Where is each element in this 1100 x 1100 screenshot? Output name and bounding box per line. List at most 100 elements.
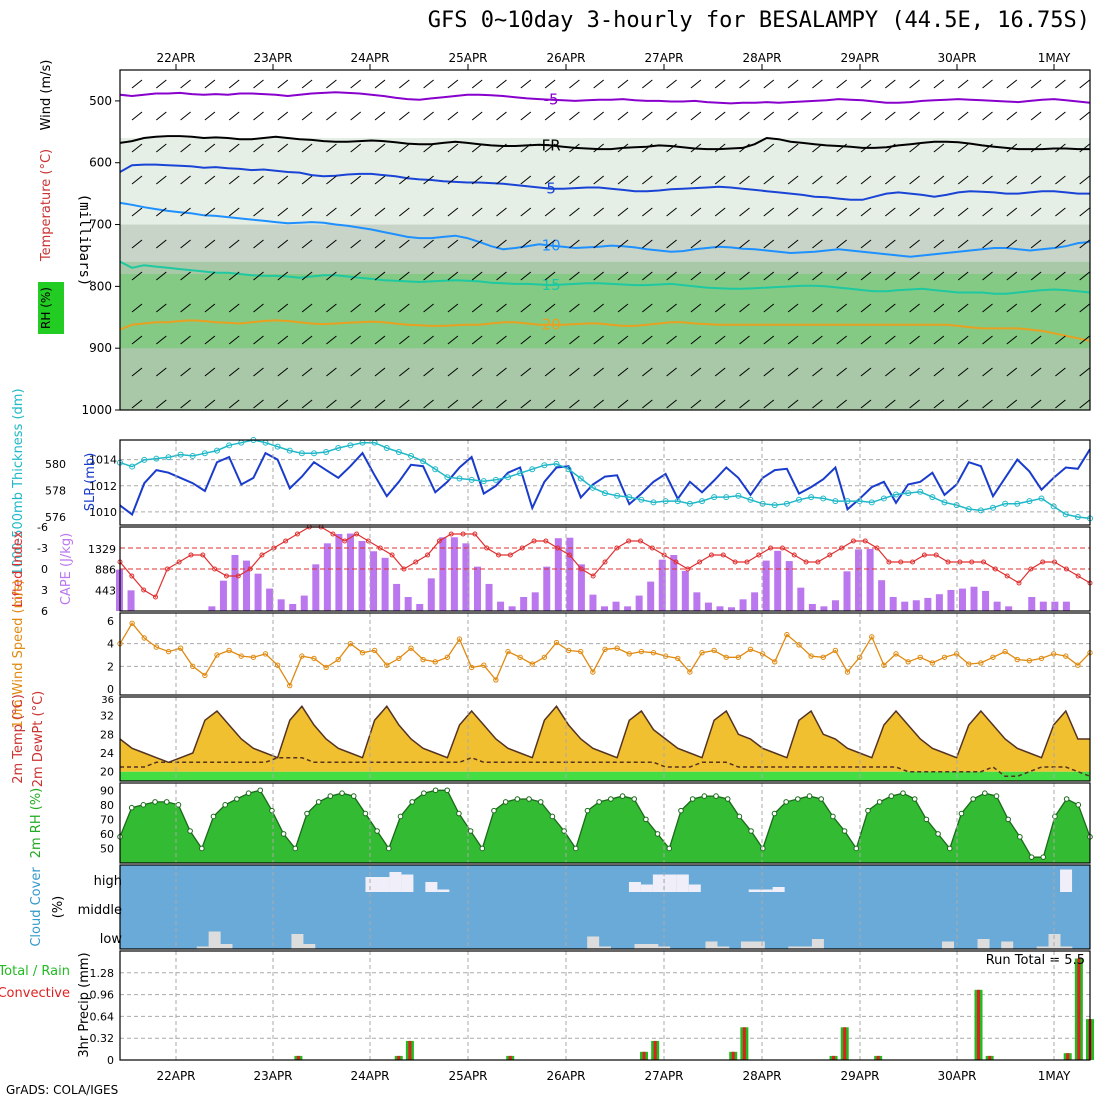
wind-barb [1030, 207, 1042, 217]
wind-barb [690, 111, 702, 121]
wind-barb [423, 239, 434, 249]
wind-barb [763, 303, 775, 313]
wind-barb [909, 239, 920, 249]
precip-tick: 1.28 [90, 967, 115, 980]
rh-point [397, 813, 404, 820]
wind-barb [884, 175, 896, 185]
rh-point [759, 845, 766, 852]
cape-bar [728, 607, 736, 611]
li-point [590, 573, 596, 579]
wind-barb [350, 367, 362, 377]
li-point [235, 573, 241, 579]
wind-barb [228, 399, 240, 409]
cloud-level-label: middle [78, 903, 122, 918]
wind-barb [301, 335, 313, 345]
wind-barb [569, 111, 580, 121]
cape-bar [751, 592, 759, 611]
wind10-point [456, 636, 463, 642]
thickness-point [893, 491, 899, 498]
li-point [673, 559, 679, 565]
wind-barb [787, 399, 799, 409]
rh-point [350, 793, 357, 799]
li-point [779, 545, 785, 551]
thickness-point [420, 458, 427, 465]
wind-barb [884, 79, 896, 89]
li-point [862, 538, 868, 544]
wind-barb [180, 239, 191, 249]
wind-barb [131, 271, 143, 281]
thickness-point [796, 496, 802, 503]
cape-bar [335, 534, 343, 611]
isotherm-label: -5 [544, 91, 559, 109]
wind-barb [1030, 271, 1042, 281]
wind10-point [578, 648, 584, 655]
thickness-point [517, 470, 524, 477]
li-point [768, 545, 774, 551]
cloud-low-bar [1001, 941, 1014, 949]
wind10-point [214, 652, 220, 658]
wind-barb [690, 239, 702, 249]
cape-bar [231, 555, 239, 611]
temp-tick: 28 [100, 728, 114, 741]
wind-barb [496, 79, 507, 89]
wind-barb [180, 303, 191, 313]
cape-bar [127, 590, 135, 611]
li-tick: 0 [41, 563, 48, 576]
wind-barb [1006, 239, 1018, 249]
wind-barb [253, 175, 264, 185]
cape-bar [254, 573, 262, 611]
wind10-point [808, 653, 814, 659]
wind-barb [787, 335, 799, 345]
wind-barb [374, 175, 386, 185]
cape-bar [958, 588, 966, 611]
wind10-point [323, 664, 329, 671]
wind-barb [836, 111, 848, 121]
cape-bar [924, 597, 932, 611]
wind10-point [444, 654, 451, 660]
wind-barb [812, 239, 823, 249]
li-point [614, 545, 620, 551]
slp-bg [120, 440, 1090, 525]
wind-barb [666, 207, 677, 217]
rh-point [163, 799, 170, 805]
wind-barb [447, 367, 459, 377]
cape-bar [473, 566, 481, 611]
thickness-point [650, 499, 657, 506]
cloud-level-label: low [100, 932, 123, 947]
wind-barb [1055, 303, 1066, 313]
wind-barb [860, 79, 872, 89]
date-label-bottom: 22APR [156, 1069, 195, 1083]
wind-barb [374, 335, 386, 345]
date-label-top: 25APR [448, 51, 487, 65]
wind-barb [982, 239, 993, 249]
cape-bar [947, 590, 955, 611]
wind-barb [277, 271, 289, 281]
wind-barb [909, 399, 920, 409]
wind10-point [420, 656, 426, 663]
wind-barb [180, 207, 191, 217]
wind-barb [374, 303, 386, 313]
wind-barb [666, 111, 677, 121]
li-point [436, 538, 442, 544]
wind-barb [180, 367, 191, 377]
wind-barb [228, 335, 240, 345]
wind-barb [593, 303, 605, 313]
wind-barb [277, 367, 289, 377]
run-total-label: Run Total = 5.5 [986, 953, 1085, 968]
wind-barb [326, 399, 337, 409]
rh-point [187, 828, 193, 834]
wind-barb [398, 367, 410, 377]
wind-barb [641, 271, 653, 281]
wind-barb [909, 111, 920, 121]
wind-barb [228, 111, 240, 121]
wind-barb [277, 207, 289, 217]
cloud-high-bar [365, 877, 378, 892]
wind-barb [812, 143, 823, 153]
wind-barb [520, 271, 532, 281]
wind-barb [763, 367, 775, 377]
wind-barb [617, 335, 629, 345]
rh-point [865, 807, 871, 814]
isotherm-line [119, 260, 1091, 295]
cloud-high-bar [401, 874, 414, 892]
date-label-top: 22APR [156, 51, 195, 65]
